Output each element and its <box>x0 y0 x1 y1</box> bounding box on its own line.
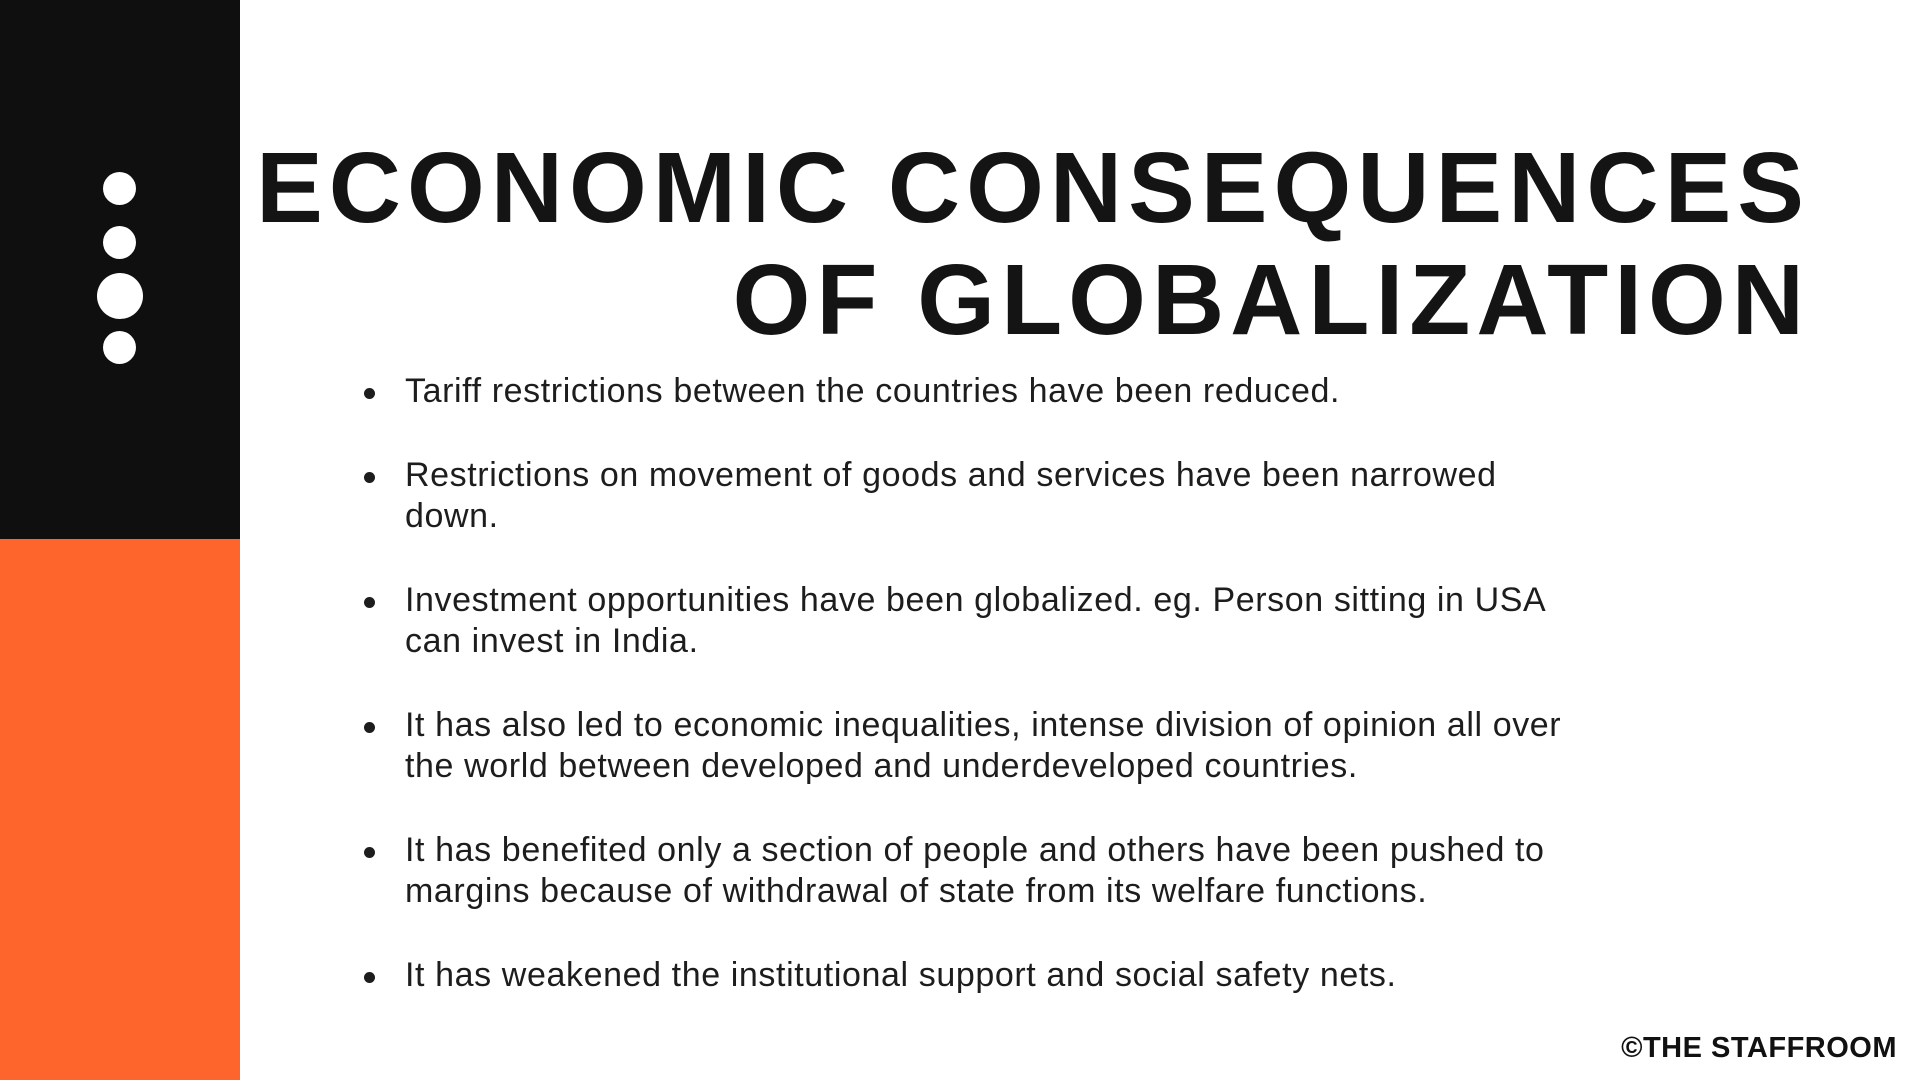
bullet-text: Restrictions on movement of goods and se… <box>405 456 1497 535</box>
decorative-dot <box>103 172 136 205</box>
bullet-dot-icon <box>364 388 375 399</box>
decorative-dot <box>103 226 136 259</box>
bullet-list: Tariff restrictions between the countrie… <box>364 371 1824 1039</box>
copyright-footer: ©THE STAFFROOM <box>1621 1032 1897 1064</box>
bullet-text: It has also led to economic inequalities… <box>405 706 1562 785</box>
sidebar-orange-bar <box>0 539 240 1080</box>
slide-title: ECONOMIC CONSEQUENCES OF GLOBALIZATION <box>256 132 1810 356</box>
bullet-dot-icon <box>364 472 375 483</box>
bullet-dot-icon <box>364 722 375 733</box>
bullet-dot-icon <box>364 597 375 608</box>
bullet-item: Tariff restrictions between the countrie… <box>364 371 1824 412</box>
bullet-item: Restrictions on movement of goods and se… <box>364 455 1824 537</box>
bullet-item: It has also led to economic inequalities… <box>364 705 1824 787</box>
bullet-item: It has weakened the institutional suppor… <box>364 955 1824 996</box>
bullet-text: Investment opportunities have been globa… <box>405 581 1547 660</box>
bullet-dot-icon <box>364 847 375 858</box>
sidebar-black-bar <box>0 0 240 539</box>
bullet-item: It has benefited only a section of peopl… <box>364 830 1824 912</box>
bullet-text: It has weakened the institutional suppor… <box>405 956 1397 994</box>
decorative-dot <box>103 331 136 364</box>
decorative-dot <box>97 273 143 319</box>
bullet-dot-icon <box>364 972 375 983</box>
bullet-text: It has benefited only a section of peopl… <box>405 831 1545 910</box>
bullet-text: Tariff restrictions between the countrie… <box>405 372 1341 410</box>
bullet-item: Investment opportunities have been globa… <box>364 580 1824 662</box>
